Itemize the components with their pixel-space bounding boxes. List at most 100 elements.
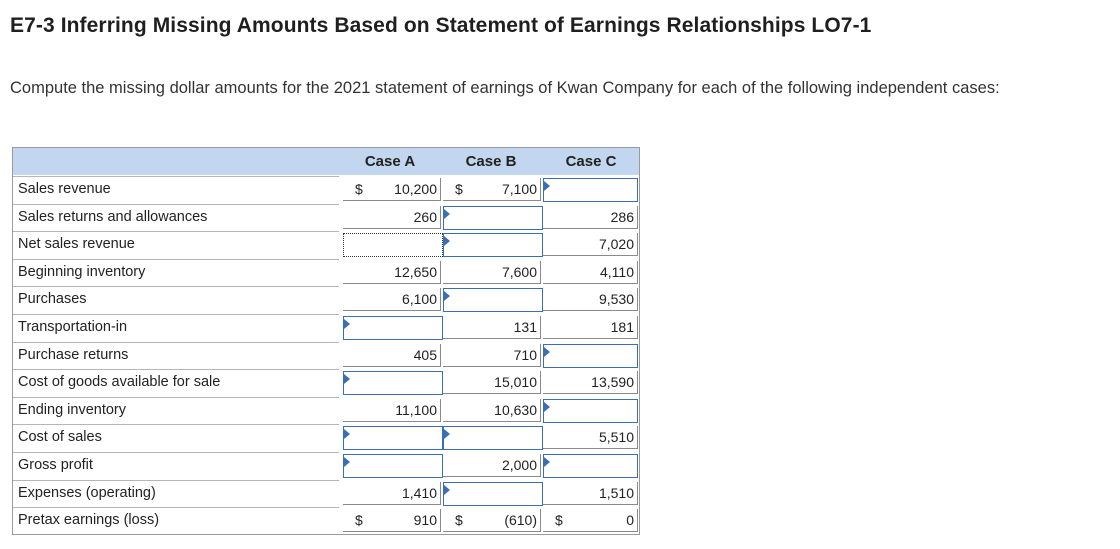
value-cell-case-c: 9,530	[543, 288, 638, 312]
dollar-sign: $	[355, 512, 363, 529]
row-label: Expenses (operating)	[18, 484, 156, 501]
row-divider	[13, 452, 339, 453]
table-row: Sales revenue 10,200 $7,100 $	[13, 176, 639, 204]
row-divider	[13, 396, 339, 398]
answer-input-case-c[interactable]	[543, 343, 638, 368]
value-cell-case-a: 910	[343, 509, 441, 533]
table-row: Purchases 6,100 9,530	[13, 286, 639, 314]
input-marker-icon	[344, 457, 350, 467]
value-cell-case-a: 260	[343, 205, 441, 229]
table-row: Sales returns and allowances 260 286	[13, 203, 639, 232]
input-marker-icon	[444, 484, 450, 495]
value-cell-case-b: 2,000	[443, 454, 541, 477]
answer-input-case-a[interactable]	[343, 426, 443, 451]
answer-input-case-c[interactable]	[543, 178, 638, 202]
table-row: Ending inventory 11,100 10,630	[13, 396, 639, 425]
answer-input-case-a[interactable]	[343, 371, 443, 396]
row-label: Ending inventory	[18, 401, 127, 418]
answer-input-case-a[interactable]	[343, 316, 443, 340]
value-cell-case-c: 4,110	[543, 260, 638, 284]
value-cell-case-c: 286	[543, 205, 638, 229]
row-divider	[13, 479, 339, 481]
row-divider	[13, 424, 339, 426]
row-divider	[13, 258, 339, 260]
input-marker-icon	[444, 236, 450, 247]
row-label: Transportation-in	[18, 319, 128, 335]
row-divider	[13, 314, 339, 315]
value-cell-case-c: 7,020	[543, 233, 638, 257]
table-row: Cost of goods available for sale 15,010 13…	[13, 369, 639, 397]
row-divider	[13, 341, 339, 343]
row-label: Pretax earnings (loss)	[18, 512, 160, 529]
table-header-bar	[13, 148, 639, 175]
exercise-instructions: Compute the missing dollar amounts for t…	[10, 79, 1000, 97]
row-label: Gross profit	[18, 457, 93, 473]
dollar-sign: $	[555, 512, 563, 529]
value-cell-case-b: 7,600	[443, 260, 541, 284]
value-cell-case-b: 10,630	[443, 398, 541, 422]
value-cell-case-b: 7,100	[443, 178, 541, 201]
value-cell-case-a: 6,100	[343, 288, 441, 312]
table-row: Beginning inventory 12,650 7,600 4,110	[13, 258, 639, 287]
answer-input-case-b[interactable]	[443, 426, 543, 451]
table-row: Cost of sales 5,510	[13, 424, 639, 452]
row-label: Beginning inventory	[18, 263, 146, 280]
row-divider	[13, 369, 339, 371]
table-row: Expenses (operating) 1,410 1,510	[13, 479, 639, 508]
input-marker-icon	[544, 457, 550, 467]
input-marker-icon	[344, 374, 350, 385]
input-marker-icon	[544, 181, 550, 191]
input-marker-icon	[444, 208, 450, 219]
answer-input-case-a[interactable]	[343, 233, 443, 258]
dollar-sign: $	[455, 512, 463, 529]
value-cell-case-c: 181	[543, 316, 638, 339]
answer-input-case-b[interactable]	[443, 205, 543, 230]
input-marker-icon	[344, 319, 350, 329]
input-marker-icon	[444, 291, 450, 302]
header-case-a: Case A	[364, 153, 416, 170]
table-row: Purchase returns 405 710	[13, 341, 639, 370]
answer-input-case-c[interactable]	[543, 398, 638, 423]
table-row: Pretax earnings (loss) 910 $ (610) $0 $	[13, 507, 639, 535]
header-case-b: Case B	[465, 153, 517, 170]
row-divider	[13, 507, 339, 509]
input-marker-icon	[444, 429, 450, 440]
answer-input-case-b[interactable]	[443, 481, 543, 506]
exercise-title: E7-3 Inferring Missing Amounts Based on …	[10, 14, 872, 37]
answer-input-case-b[interactable]	[443, 288, 543, 313]
value-cell-case-c: 13,590	[543, 371, 638, 395]
row-divider	[13, 286, 339, 288]
value-cell-case-b: 15,010	[443, 371, 541, 395]
dollar-sign: $	[355, 181, 363, 197]
input-marker-icon	[344, 429, 350, 440]
value-cell-case-a: 12,650	[343, 260, 441, 284]
table-row: Gross profit 2,000	[13, 452, 639, 480]
answer-input-case-a[interactable]	[343, 454, 443, 478]
row-divider	[13, 231, 339, 233]
value-cell-case-c: 0	[543, 509, 638, 533]
value-cell-case-a: 11,100	[343, 398, 441, 422]
header-case-c: Case C	[565, 153, 617, 170]
value-cell-case-b: 131	[443, 316, 541, 339]
table-row: Transportation-in 131 181	[13, 314, 639, 342]
answer-input-case-c[interactable]	[543, 454, 638, 478]
row-label: Purchases	[18, 291, 87, 308]
row-label: Cost of goods available for sale	[18, 374, 221, 391]
row-label: Net sales revenue	[18, 236, 135, 253]
table-row: Net sales revenue 7,020	[13, 231, 639, 259]
value-cell-case-a: 405	[343, 343, 441, 367]
value-cell-case-b: (610)	[443, 509, 541, 533]
row-label: Sales revenue	[18, 181, 111, 197]
answer-input-case-b[interactable]	[443, 233, 543, 258]
value-cell-case-c: 1,510	[543, 481, 638, 505]
value-cell-case-c: 5,510	[543, 426, 638, 450]
value-cell-case-a: 1,410	[343, 481, 441, 505]
input-marker-icon	[544, 346, 550, 357]
row-label: Cost of sales	[18, 429, 102, 446]
earnings-statement-table: Case A Case B Case C Sales revenue 10,200…	[12, 147, 640, 535]
row-divider	[13, 203, 339, 205]
value-cell-case-b: 710	[443, 343, 541, 367]
row-label: Sales returns and allowances	[18, 208, 208, 225]
value-cell-case-a: 10,200	[343, 178, 441, 201]
row-label: Purchase returns	[18, 346, 129, 363]
